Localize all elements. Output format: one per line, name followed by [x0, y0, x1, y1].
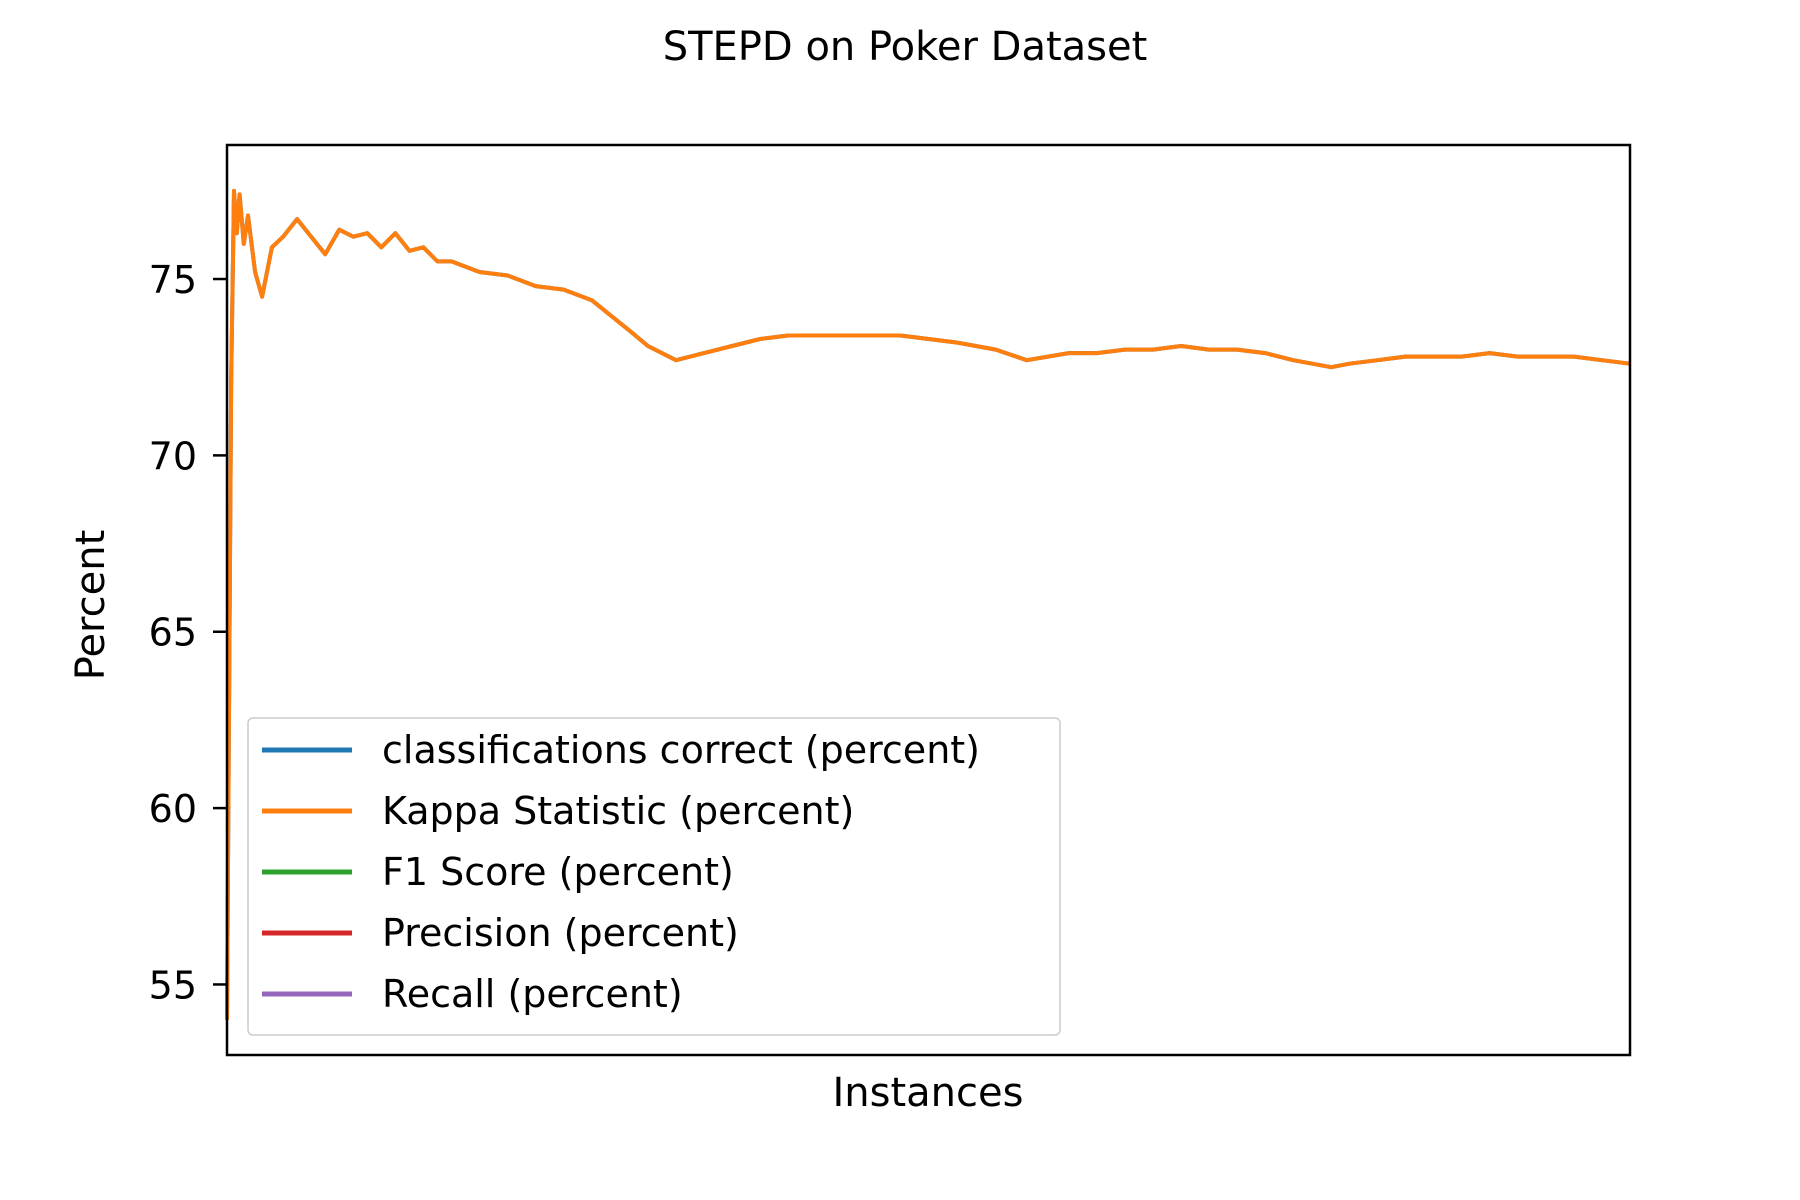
series-line-1	[225, 188, 1631, 1020]
legend-label: classifications correct (percent)	[382, 728, 980, 772]
y-axis: 55 60 65 70 75	[149, 258, 227, 1007]
chart-title: STEPD on Poker Dataset	[663, 24, 1148, 70]
y-tick-label: 60	[149, 787, 197, 831]
y-tick-label: 75	[149, 258, 197, 302]
legend-label: Kappa Statistic (percent)	[382, 789, 854, 833]
plot-frame	[225, 143, 1632, 1057]
legend: classifications correct (percent) Kappa S…	[247, 717, 1061, 1036]
legend-label: Precision (percent)	[382, 911, 739, 955]
legend-label: Recall (percent)	[382, 972, 683, 1016]
series-layer	[225, 188, 1631, 1020]
y-tick-label: 55	[149, 963, 197, 1007]
y-tick-label: 70	[149, 434, 197, 478]
legend-label: F1 Score (percent)	[382, 850, 734, 894]
legend-items: classifications correct (percent) Kappa S…	[262, 728, 980, 1016]
y-axis-label: Percent	[68, 530, 114, 681]
y-tick-label: 65	[149, 611, 197, 655]
x-axis-label: Instances	[833, 1070, 1024, 1116]
legend-box	[247, 717, 1061, 1036]
